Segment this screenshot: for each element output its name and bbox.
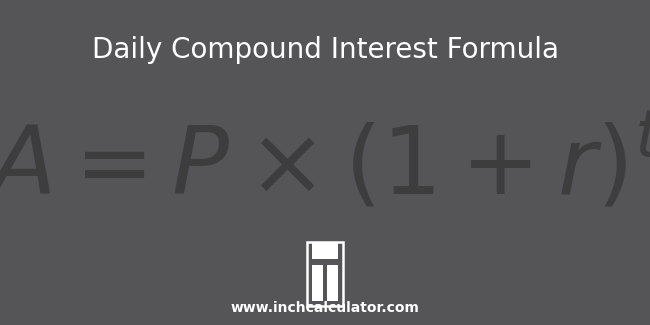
FancyBboxPatch shape [327, 283, 338, 301]
FancyBboxPatch shape [312, 243, 338, 259]
Text: $\mathit{A} = \mathit{P} \times (1 + \mathit{r})^{\mathit{t}}$: $\mathit{A} = \mathit{P} \times (1 + \ma… [0, 115, 650, 214]
FancyBboxPatch shape [312, 283, 323, 301]
Text: Daily Compound Interest Formula: Daily Compound Interest Formula [92, 35, 558, 64]
FancyBboxPatch shape [312, 265, 323, 283]
FancyBboxPatch shape [327, 265, 338, 283]
FancyBboxPatch shape [307, 242, 343, 306]
Text: www.inchcalculator.com: www.inchcalculator.com [231, 301, 419, 315]
